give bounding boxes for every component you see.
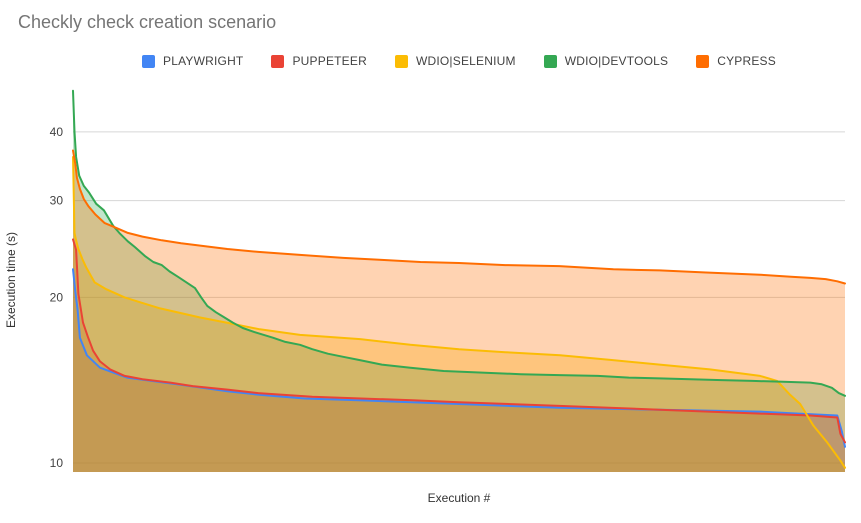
legend-label-wdio-devtools: WDIO|DEVTOOLS bbox=[564, 54, 669, 68]
y-tick-label-10: 10 bbox=[50, 456, 64, 470]
legend-item-wdio-selenium: WDIO|SELENIUM bbox=[394, 54, 516, 68]
legend-swatch-icon-cypress bbox=[696, 54, 710, 68]
legend-label-wdio-selenium: WDIO|SELENIUM bbox=[415, 54, 516, 68]
y-tick-label-30: 30 bbox=[50, 194, 64, 208]
area-fill-cypress bbox=[73, 150, 845, 472]
legend-swatch-icon-puppeteer bbox=[271, 54, 285, 68]
series-line-wdio-selenium bbox=[72, 156, 846, 469]
area-fill-playwright bbox=[73, 269, 845, 472]
legend-swatch-icon-wdio-selenium bbox=[394, 54, 408, 68]
series-line-cypress bbox=[72, 149, 846, 285]
series-line-puppeteer bbox=[72, 238, 846, 444]
area-fill-wdio-devtools bbox=[73, 90, 845, 473]
area-fill-puppeteer bbox=[73, 239, 845, 472]
legend-swatch-icon-playwright bbox=[142, 54, 156, 68]
y-tick-label-40: 40 bbox=[50, 125, 64, 139]
series-line-playwright bbox=[72, 268, 846, 448]
legend-item-puppeteer: PUPPETEER bbox=[271, 54, 367, 68]
legend-label-playwright: PLAYWRIGHT bbox=[163, 54, 244, 68]
legend-item-playwright: PLAYWRIGHT bbox=[142, 54, 243, 68]
legend-swatch-icon-wdio-devtools bbox=[543, 54, 557, 68]
chart-legend: PLAYWRIGHT PUPPETEER WDIO|SELENIUM WDIO|DEV… bbox=[73, 53, 845, 69]
legend-label-puppeteer: PUPPETEER bbox=[292, 54, 367, 68]
chart-title: Checkly check creation scenario bbox=[18, 12, 277, 32]
legend-item-wdio-devtools: WDIO|DEVTOOLS bbox=[543, 54, 669, 68]
x-axis-title: Execution # bbox=[427, 491, 491, 505]
y-tick-label-20: 20 bbox=[50, 290, 64, 304]
legend-label-cypress: CYPRESS bbox=[717, 54, 776, 68]
legend-item-cypress: CYPRESS bbox=[696, 54, 776, 68]
